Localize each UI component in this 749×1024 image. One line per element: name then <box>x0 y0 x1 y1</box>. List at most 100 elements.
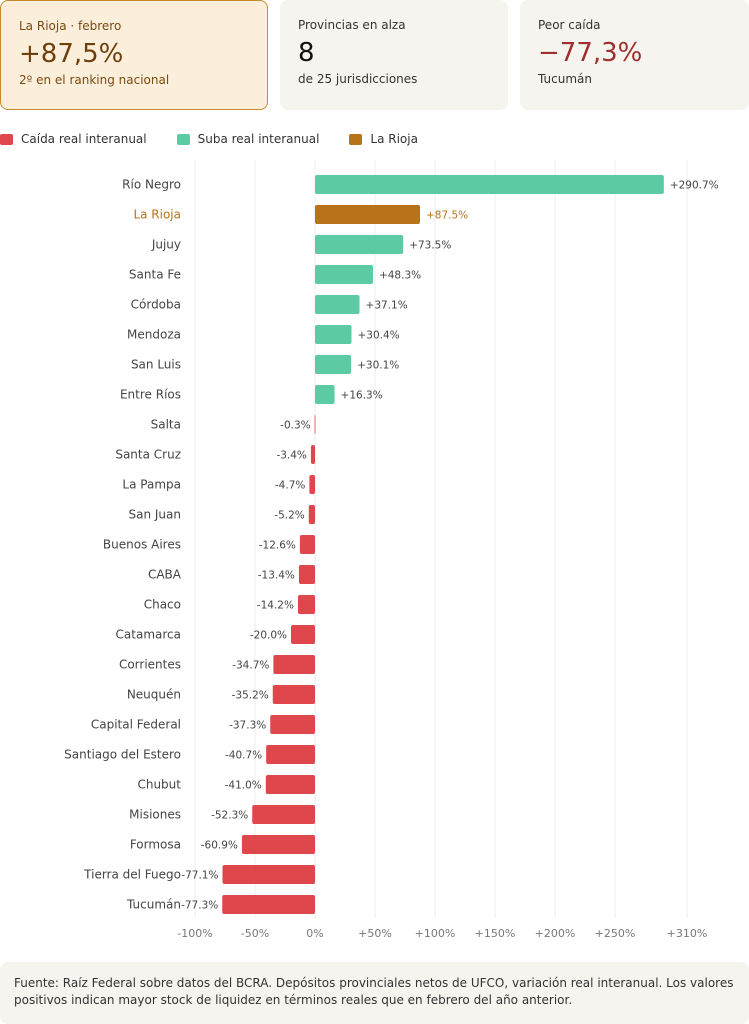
bar <box>315 235 404 254</box>
value-label: -0.3% <box>280 420 310 432</box>
bar <box>308 505 315 524</box>
value-label: +37.1% <box>366 300 408 312</box>
value-label: +87.5% <box>426 210 468 222</box>
bar <box>222 865 315 884</box>
category-label: Corrientes <box>119 658 181 672</box>
value-label: +30.4% <box>357 330 399 342</box>
card-label: Provincias en alza <box>298 18 406 32</box>
category-label: Río Negro <box>122 178 181 192</box>
chart-legend: Caída real interanual Suba real interanu… <box>0 130 448 148</box>
value-label: +48.3% <box>379 270 421 282</box>
legend-swatch-suba <box>176 133 190 145</box>
category-label: Santiago del Estero <box>64 748 181 762</box>
category-label: Córdoba <box>131 298 181 312</box>
bar <box>298 565 315 584</box>
bar <box>315 205 420 224</box>
category-label: Buenos Aires <box>103 538 181 552</box>
category-label: Chaco <box>144 598 181 612</box>
bar <box>272 685 315 704</box>
bar <box>315 385 335 404</box>
category-label: Misiones <box>129 808 181 822</box>
legend-swatch-caida <box>0 133 13 145</box>
value-label: -3.4% <box>276 450 306 462</box>
legend-label: Suba real interanual <box>197 132 320 146</box>
card-value: −77,3% <box>538 38 643 68</box>
category-label: San Juan <box>129 508 182 522</box>
x-tick-label: -50% <box>241 927 269 940</box>
value-label: -12.6% <box>259 540 296 552</box>
bar <box>222 895 315 914</box>
summary-cards: La Rioja · febrero +87,5% 2º en el ranki… <box>0 0 749 110</box>
value-label: -35.2% <box>232 690 269 702</box>
bar <box>315 175 664 194</box>
bar <box>310 445 315 464</box>
card-sub: 2º en el ranking nacional <box>19 73 170 87</box>
legend-item-suba: Suba real interanual <box>176 132 320 146</box>
value-label: -60.9% <box>201 840 238 852</box>
bar <box>252 805 315 824</box>
bar <box>299 535 315 554</box>
bar <box>270 715 315 734</box>
category-label: San Luis <box>131 358 181 372</box>
x-tick-label: +200% <box>535 927 576 940</box>
card-value: 8 <box>298 38 315 68</box>
x-tick-label: 0% <box>306 927 323 940</box>
bar <box>266 745 315 764</box>
footnote-text: Fuente: Raíz Federal sobre datos del BCR… <box>14 976 734 1007</box>
category-label: Jujuy <box>151 238 181 252</box>
category-label: Capital Federal <box>91 718 181 732</box>
card-provincias-en-alza: Provincias en alza 8 de 25 jurisdiccione… <box>280 0 508 110</box>
category-label: La Rioja <box>133 208 181 222</box>
value-label: -77.3% <box>181 900 218 912</box>
source-footnote: Fuente: Raíz Federal sobre datos del BCR… <box>0 962 749 1024</box>
x-tick-label: +150% <box>475 927 516 940</box>
card-label: Peor caída <box>538 18 601 32</box>
bar <box>315 265 373 284</box>
category-label: Santa Cruz <box>115 448 181 462</box>
category-label: Formosa <box>130 838 181 852</box>
value-label: -41.0% <box>225 780 262 792</box>
x-tick-label: +310% <box>667 927 708 940</box>
x-tick-label: -100% <box>177 927 212 940</box>
value-label: -77.1% <box>181 870 218 882</box>
bar <box>273 655 315 674</box>
value-label: +16.3% <box>341 390 383 402</box>
card-sub: de 25 jurisdicciones <box>298 72 418 86</box>
bar <box>291 625 315 644</box>
value-label: -14.2% <box>257 600 294 612</box>
legend-swatch-la-rioja <box>349 133 363 145</box>
card-sub: Tucumán <box>538 72 592 86</box>
category-label: Chubut <box>137 778 181 792</box>
value-label: +290.7% <box>670 180 719 192</box>
bar-chart: -100% -50% 0% +50% +100% +150% +200% +250% +310%… <box>64 160 719 940</box>
value-label: -37.3% <box>229 720 266 732</box>
x-tick-label: +50% <box>358 927 392 940</box>
category-label: Mendoza <box>127 328 181 342</box>
legend-label: La Rioja <box>370 132 418 146</box>
bar <box>314 415 316 434</box>
category-label: CABA <box>148 568 182 582</box>
category-label: Entre Ríos <box>120 388 181 402</box>
category-label: Tucumán <box>126 898 181 912</box>
value-label: -52.3% <box>211 810 248 822</box>
bar <box>265 775 315 794</box>
value-label: -4.7% <box>275 480 305 492</box>
legend-item-caida: Caída real interanual <box>0 132 147 146</box>
category-label: Santa Fe <box>129 268 181 282</box>
x-tick-label: +250% <box>595 927 636 940</box>
card-value: +87,5% <box>19 39 124 69</box>
bar <box>297 595 315 614</box>
bar <box>315 295 360 314</box>
category-label: Catamarca <box>116 628 181 642</box>
category-label: Tierra del Fuego <box>83 868 181 882</box>
bar <box>315 355 352 374</box>
bar <box>309 475 315 494</box>
bar <box>315 325 352 344</box>
value-label: -34.7% <box>232 660 269 672</box>
value-label: +30.1% <box>357 360 399 372</box>
category-label: Neuquén <box>127 688 181 702</box>
value-label: -5.2% <box>274 510 304 522</box>
value-label: -20.0% <box>250 630 287 642</box>
card-peor-caida: Peor caída −77,3% Tucumán <box>520 0 749 110</box>
x-tick-label: +100% <box>415 927 456 940</box>
